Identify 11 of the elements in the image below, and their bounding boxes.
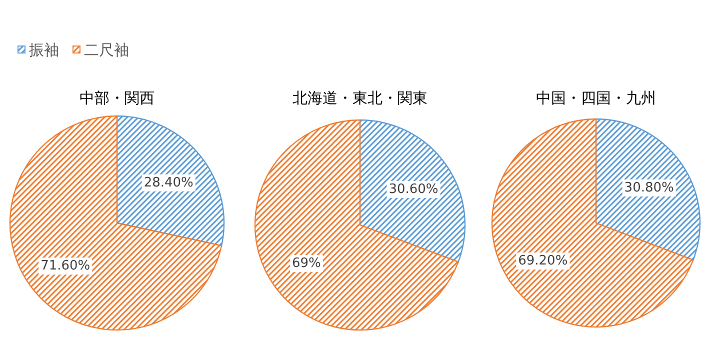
chart-title: 中国・四国・九州 [536,89,656,107]
legend-label: 二尺袖 [84,41,129,59]
data-label: 71.60% [40,258,90,274]
data-label: 28.40% [144,175,194,190]
data-label: 69% [292,256,321,272]
data-label: 69.20% [518,254,568,269]
data-label: 30.80% [624,180,674,196]
data-label: 30.60% [388,182,438,197]
text: 中部・関西 [80,89,154,107]
legend-label: 振袖 [29,41,59,59]
chart-title: 北海道・東北・関東 [292,89,428,107]
